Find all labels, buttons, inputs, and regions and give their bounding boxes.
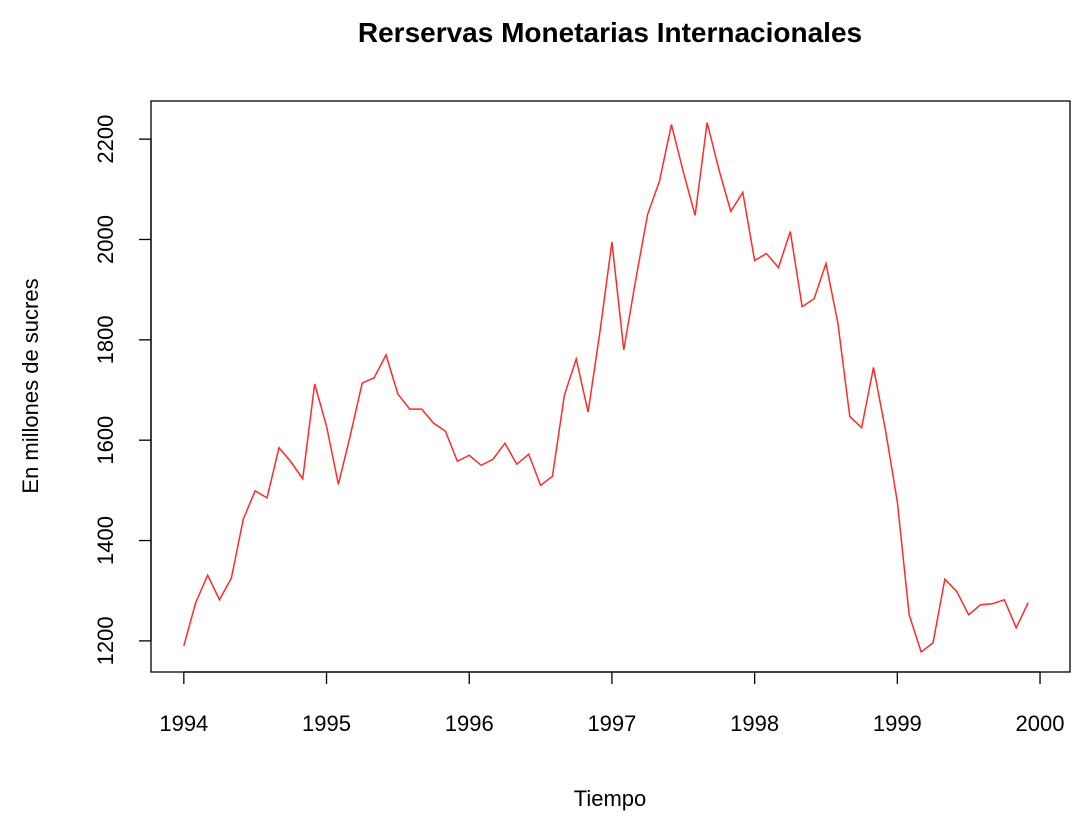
x-tick-label: 1996: [445, 711, 494, 736]
y-axis-label: En millones de sucres: [18, 278, 43, 493]
plot-box: [150, 100, 1071, 673]
x-tick-label: 1998: [730, 711, 779, 736]
y-tick-label: 1200: [93, 616, 118, 665]
x-tick-label: 1999: [873, 711, 922, 736]
x-tick-label: 1995: [302, 711, 351, 736]
x-tick-label: 1994: [159, 711, 208, 736]
y-tick-label: 1600: [93, 416, 118, 465]
y-tick-label: 1800: [93, 315, 118, 364]
x-tick-label: 2000: [1016, 711, 1065, 736]
x-axis-label: Tiempo: [574, 786, 647, 811]
x-tick-label: 1997: [587, 711, 636, 736]
y-tick-label: 1400: [93, 516, 118, 565]
y-tick-label: 2200: [93, 115, 118, 164]
chart-title: Rerservas Monetarias Internacionales: [358, 17, 862, 48]
data-line: [183, 122, 1029, 654]
y-tick-label: 2000: [93, 215, 118, 264]
